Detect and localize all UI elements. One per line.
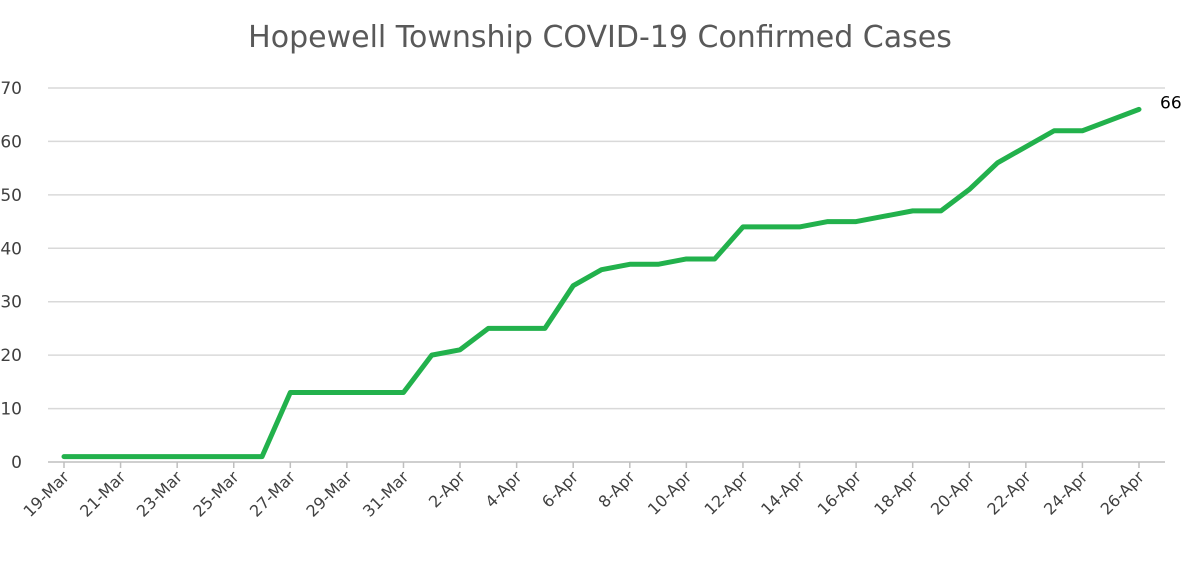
x-tick-label: 12-Apr <box>701 467 753 519</box>
x-tick-label: 2-Apr <box>425 467 469 511</box>
x-tick-label: 29-Mar <box>302 467 356 521</box>
y-tick-label: 70 <box>0 79 22 99</box>
y-tick-label: 30 <box>0 293 22 313</box>
x-tick-label: 10-Apr <box>644 467 696 519</box>
x-tick-label: 24-Apr <box>1040 467 1092 519</box>
x-tick-label: 14-Apr <box>757 467 809 519</box>
x-tick-label: 31-Mar <box>359 467 413 521</box>
chart-title: Hopewell Township COVID-19 Confirmed Cas… <box>248 20 952 55</box>
x-tick-label: 22-Apr <box>983 467 1035 519</box>
gridlines <box>48 87 1165 410</box>
x-tick-label: 20-Apr <box>927 467 979 519</box>
x-tick-label: 8-Apr <box>595 467 639 511</box>
x-tick-label: 16-Apr <box>814 467 866 519</box>
x-axis: 19-Mar 21-Mar 23-Mar 25-Mar 27-Mar 29-Mar 31-M… <box>20 461 1165 521</box>
x-tick-label: 27-Mar <box>246 467 300 521</box>
data-label: 66 <box>1160 93 1182 113</box>
x-tick-label: 4-Apr <box>481 467 525 511</box>
x-tick-label: 18-Apr <box>870 467 922 519</box>
series-layer <box>61 106 1142 460</box>
y-tick-label: 60 <box>0 132 22 152</box>
series-line-0 <box>61 106 1142 460</box>
x-tick-label: 21-Mar <box>76 467 130 521</box>
data-labels: 66 <box>1160 93 1182 113</box>
x-tick-label: 23-Mar <box>133 467 187 521</box>
y-tick-label: 40 <box>0 239 22 259</box>
x-tick-label: 19-Mar <box>20 467 74 521</box>
y-tick-label: 0 <box>11 453 22 473</box>
y-axis: 0 10 20 30 40 50 60 70 <box>0 79 22 473</box>
y-tick-label: 10 <box>0 400 22 420</box>
x-tick-label: 6-Apr <box>538 467 582 511</box>
y-tick-label: 50 <box>0 186 22 206</box>
x-tick-label: 26-Apr <box>1097 467 1149 519</box>
y-tick-label: 20 <box>0 346 22 366</box>
x-tick-label: 25-Mar <box>189 467 243 521</box>
